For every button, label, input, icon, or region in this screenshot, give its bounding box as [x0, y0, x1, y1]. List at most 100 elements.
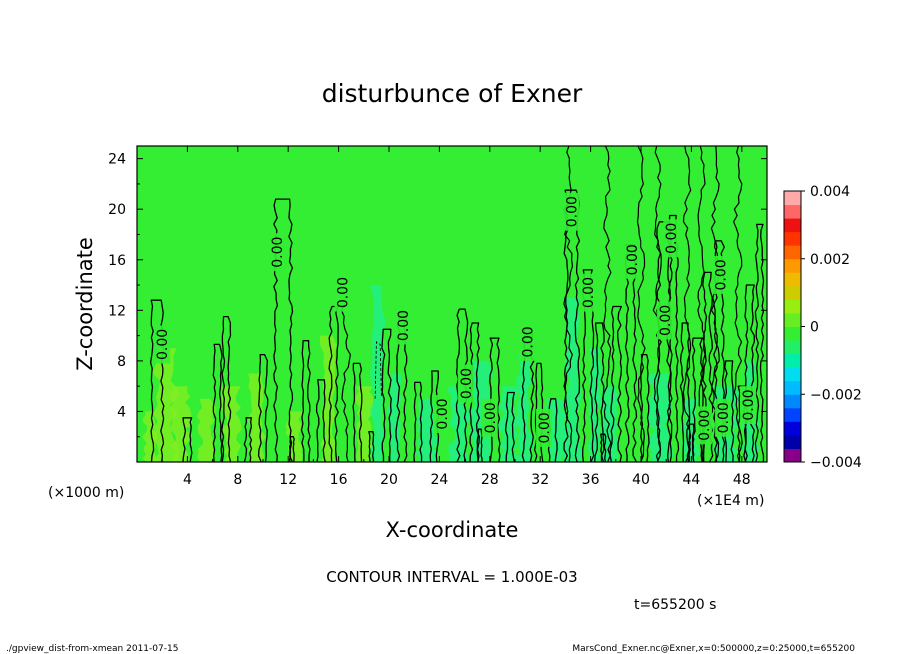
field-plume [151, 348, 179, 462]
colorbar-block [784, 285, 801, 300]
contour-label-bg [433, 394, 450, 433]
y-axis-ticks: 4 8 12 16 20 24 [108, 152, 767, 438]
contour-label: 0.00 [697, 410, 713, 441]
colorbar-block [784, 299, 801, 314]
zero-contour [504, 391, 515, 462]
contour-label-bg [580, 273, 597, 312]
colorbar-tick-label: 0.004 [810, 184, 850, 200]
x-tick-label: 20 [380, 472, 398, 488]
zero-contour [352, 362, 363, 462]
negative-contour [374, 341, 382, 399]
colorbar-tick-label: −0.002 [810, 387, 862, 403]
field-plume [196, 398, 216, 462]
contour-label: 0.00 [335, 277, 351, 308]
contour-label-bg [154, 325, 171, 364]
x-unit-label: (×1000 m) [48, 485, 124, 501]
colorbar-block [784, 407, 801, 422]
zero-contour [243, 417, 253, 462]
contour-interval-text: CONTOUR INTERVAL = 1.000E-03 [326, 568, 577, 586]
chart-title: disturbunce of Exner [322, 79, 583, 108]
field-plume [220, 386, 242, 462]
contour-label: 0.00 [625, 244, 641, 275]
zero-contour [688, 423, 695, 462]
contour-label-bg [696, 406, 712, 445]
field-plume [447, 386, 472, 462]
zero-contour [469, 322, 480, 462]
contour-label: 0.00 [521, 326, 537, 357]
colorbar-tick-label: 0.002 [810, 252, 850, 268]
contour-label-bg [563, 192, 580, 231]
x-tick-label: 24 [430, 472, 448, 488]
zero-contour [668, 214, 680, 462]
contour-label-bg [268, 233, 285, 272]
zero-contour-long [636, 146, 646, 462]
contour-label: 0.00 [658, 305, 674, 336]
zero-contour [754, 223, 765, 462]
colorbar-tick-label: 0 [810, 320, 819, 336]
footer-right: MarsCond_Exner.nc@Exner,x=0:500000,z=0:2… [572, 644, 855, 654]
field-plume [320, 335, 337, 462]
zero-contour [300, 340, 311, 462]
x-tick-label: 44 [682, 472, 700, 488]
colorbar-block [784, 204, 801, 219]
x-axis-ticks: 4 8 12 16 20 24 28 32 36 40 44 48 [161, 146, 751, 488]
zero-contour [381, 328, 392, 462]
x-scale-label: (×1E4 m) [697, 493, 764, 509]
colorbar-block [784, 231, 801, 246]
x-tick-label: 48 [733, 472, 751, 488]
zero-contour-long [682, 146, 692, 462]
colorbar-block [784, 380, 801, 395]
contour-label: 0.00 [664, 223, 680, 254]
colorbar-block [784, 367, 801, 382]
contour-label: 0.00 [741, 390, 757, 421]
zero-contour [639, 353, 650, 462]
x-tick-label: 28 [481, 472, 499, 488]
contour-label-bg [535, 408, 552, 447]
footer-left: ./gpview_dist-from-xmean 2011-07-15 [6, 644, 178, 654]
colorbar-block [784, 258, 801, 273]
colorbar-block [784, 394, 801, 409]
time-text: t=655200 s [634, 597, 716, 613]
contour-label: 0.00 [396, 310, 412, 341]
zero-contour-long [340, 303, 352, 462]
zero-contour [609, 305, 623, 462]
colorbar-block [784, 448, 801, 463]
zero-contour [273, 198, 294, 462]
colorbar: 0.004 0.002 0 −0.002 −0.004 [783, 184, 862, 471]
zero-contour [315, 379, 326, 462]
zero-contour-long [652, 146, 662, 462]
colorbar-block [784, 353, 801, 368]
zero-contour-long [601, 146, 612, 462]
zero-contour [368, 431, 375, 462]
y-tick-label: 4 [117, 404, 126, 420]
zero-contour [582, 269, 595, 462]
zero-contour [288, 436, 295, 462]
colorbar-blocks [784, 191, 801, 463]
zero-contour [455, 308, 469, 462]
field-plume [680, 398, 702, 462]
zero-contour [713, 240, 726, 462]
colorbar-tick-label: −0.004 [810, 455, 862, 471]
contour-label-bg [624, 240, 641, 279]
colorbar-block [784, 421, 801, 436]
plot-frame [136, 145, 768, 463]
contour-label: 0.00 [483, 402, 499, 433]
contour-label: 0.00 [270, 237, 286, 268]
contour-label-bg [714, 398, 731, 437]
colorbar-block [784, 272, 801, 287]
x-tick-label: 4 [183, 472, 192, 488]
x-tick-label: 16 [330, 472, 348, 488]
zero-contour [413, 381, 423, 462]
contour-label-bg [663, 219, 680, 258]
y-tick-label: 12 [108, 303, 126, 319]
contour-label: 0.00 [716, 402, 732, 433]
y-axis-label: Z-coordinate [73, 237, 97, 371]
contour-label: 0.00 [459, 368, 475, 399]
x-tick-label: 36 [582, 472, 600, 488]
contour-label: 0.00 [713, 259, 729, 290]
colorbar-block [784, 312, 801, 327]
y-tick-label: 20 [108, 202, 126, 218]
colorbar-ticks: 0.004 0.002 0 −0.002 −0.004 [801, 184, 862, 471]
contour-label-bg [481, 398, 498, 437]
